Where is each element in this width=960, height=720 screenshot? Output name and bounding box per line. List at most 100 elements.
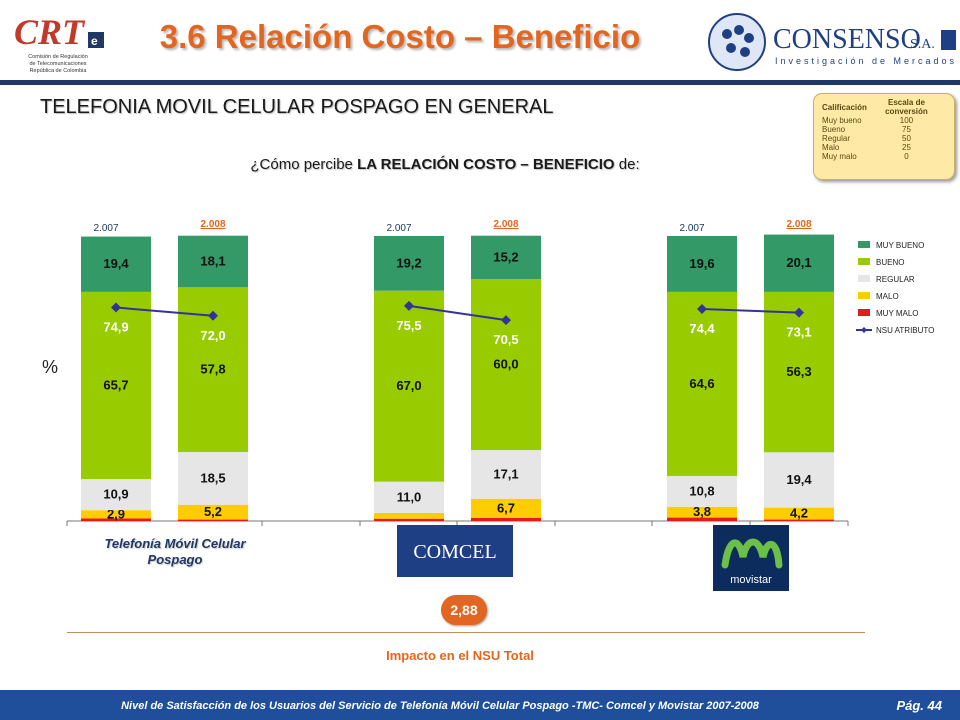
stacked-bar-chart: 2,910,965,719,45,218,557,818,111,067,019… xyxy=(66,219,934,526)
legend-label: MALO xyxy=(876,292,899,301)
legend-label: MUY MALO xyxy=(876,309,919,318)
nsu-point xyxy=(794,307,804,318)
legend-nsu-marker xyxy=(861,327,867,333)
svg-text:CRT: CRT xyxy=(14,12,86,52)
scale-row: Muy bueno 100 xyxy=(822,116,946,125)
bar-segment-malo xyxy=(667,506,737,518)
nsu-point xyxy=(208,310,218,321)
data-label: 19,2 xyxy=(396,255,421,270)
data-label: 10,9 xyxy=(103,487,128,502)
question-bold: LA RELACIÓN COSTO – BENEFICIO xyxy=(357,156,615,173)
scale-row: Bueno 75 xyxy=(822,125,946,134)
svg-text:S.A.: S.A. xyxy=(910,37,935,52)
data-label: 5,2 xyxy=(204,504,222,519)
bar-segment-muy-bueno xyxy=(374,236,444,291)
scale-header-rating: Calificación xyxy=(822,102,867,112)
header-rule xyxy=(0,80,960,85)
crt-logo: CRT e Comisión de Regulación de Telecomu… xyxy=(10,12,104,74)
bar-segment-malo xyxy=(374,513,444,519)
scale-value: 75 xyxy=(902,125,911,134)
year-label: 2.008 xyxy=(493,219,518,230)
bar-segment-malo xyxy=(81,510,151,519)
svg-text:COMCEL: COMCEL xyxy=(413,541,496,563)
legend-swatch xyxy=(858,292,870,299)
scale-value: 50 xyxy=(902,134,911,143)
bar-segment-malo xyxy=(178,504,248,520)
consenso-logo: CONSENSO S.A. Investigación de Mercados xyxy=(708,13,957,71)
comcel-logo: COMCEL xyxy=(397,525,513,577)
data-label: 6,7 xyxy=(497,500,515,515)
data-label: 17,1 xyxy=(493,466,518,481)
data-label: 18,5 xyxy=(200,470,225,485)
bar-segment-malo xyxy=(764,507,834,520)
svg-text:movistar: movistar xyxy=(730,574,772,586)
bar-segment-muy-bueno xyxy=(81,236,151,292)
bar-segment-muy-malo xyxy=(178,519,248,521)
bar-segment-muy-bueno xyxy=(178,235,248,288)
data-label: 19,4 xyxy=(786,472,812,487)
svg-text:e: e xyxy=(91,34,98,48)
data-label: 18,1 xyxy=(200,254,225,269)
page-number: Pág. 44 xyxy=(896,698,942,713)
group-label-total: Telefonía Móvil Celular Pospago xyxy=(104,536,246,567)
legend-swatch xyxy=(858,258,870,265)
scale-label: Muy bueno xyxy=(822,116,862,125)
bar-segment-muy-malo xyxy=(764,519,834,521)
data-label: 64,6 xyxy=(689,376,714,391)
data-label: 11,0 xyxy=(397,489,422,504)
bar-segment-muy-malo xyxy=(374,518,444,521)
bar-segment-muy-malo xyxy=(81,518,151,521)
scale-label: Malo xyxy=(822,143,840,152)
bar-segment-muy-bueno xyxy=(764,234,834,292)
legend-label: NSU ATRIBUTO xyxy=(876,326,934,335)
y-axis-label: % xyxy=(42,357,59,377)
bar-segment-regular xyxy=(81,479,151,511)
data-label: 56,3 xyxy=(786,364,811,379)
bar-segment-malo xyxy=(471,498,541,518)
conversion-scale-box: Calificación Escala de conversión Muy bu… xyxy=(813,93,955,180)
nsu-label: 72,0 xyxy=(200,328,225,343)
bar-segment-muy-bueno xyxy=(667,236,737,292)
bar-segment-muy-malo xyxy=(471,517,541,521)
bar-segment-regular xyxy=(471,450,541,499)
impact-rule xyxy=(67,632,865,633)
data-label: 10,8 xyxy=(689,483,714,498)
nsu-line xyxy=(408,304,507,322)
bar-segment-bueno xyxy=(764,291,834,453)
data-label: 15,2 xyxy=(493,249,518,264)
scale-row: Regular 50 xyxy=(822,134,946,143)
legend-swatch xyxy=(858,309,870,316)
data-label: 20,1 xyxy=(786,255,811,270)
data-label: 3,8 xyxy=(693,504,711,519)
page-title: 3.6 Relación Costo – Beneficio xyxy=(159,18,641,55)
scale-header-conversion: Escala de conversión xyxy=(885,98,928,116)
svg-text:CONSENSO: CONSENSO xyxy=(773,24,921,55)
bar-segment-regular xyxy=(374,481,444,514)
legend-swatch xyxy=(858,241,870,248)
year-label: 2.008 xyxy=(200,219,225,230)
svg-text:República de Colombia: República de Colombia xyxy=(30,68,88,74)
nsu-point xyxy=(697,303,707,314)
nsu-label: 75,5 xyxy=(396,318,421,333)
data-label: 19,4 xyxy=(103,256,129,271)
year-label: 2.007 xyxy=(386,223,411,234)
nsu-line xyxy=(701,307,800,314)
impact-value-badge: 2,88 xyxy=(441,595,487,625)
data-label: 4,2 xyxy=(790,506,808,521)
footer-text: Nivel de Satisfacción de los Usuarios de… xyxy=(121,700,759,712)
movistar-logo: movistar xyxy=(713,525,789,591)
conversion-scale-table: Calificación Escala de conversión Muy bu… xyxy=(822,98,946,161)
survey-question: ¿Cómo percibe LA RELACIÓN COSTO – BENEFI… xyxy=(150,156,740,173)
bar-segment-bueno xyxy=(667,291,737,476)
nsu-point xyxy=(501,315,511,326)
legend-swatch xyxy=(858,275,870,282)
scale-value: 25 xyxy=(902,143,911,152)
bar-segment-regular xyxy=(764,452,834,508)
nsu-line xyxy=(115,306,214,317)
svg-text:Investigación de Mercados: Investigación de Mercados xyxy=(775,56,957,66)
nsu-label: 73,1 xyxy=(786,325,811,340)
scale-row: Muy malo 0 xyxy=(822,152,946,161)
nsu-label: 70,5 xyxy=(493,332,518,347)
bar-segment-bueno xyxy=(471,279,541,451)
legend-label: MUY BUENO xyxy=(876,241,924,250)
